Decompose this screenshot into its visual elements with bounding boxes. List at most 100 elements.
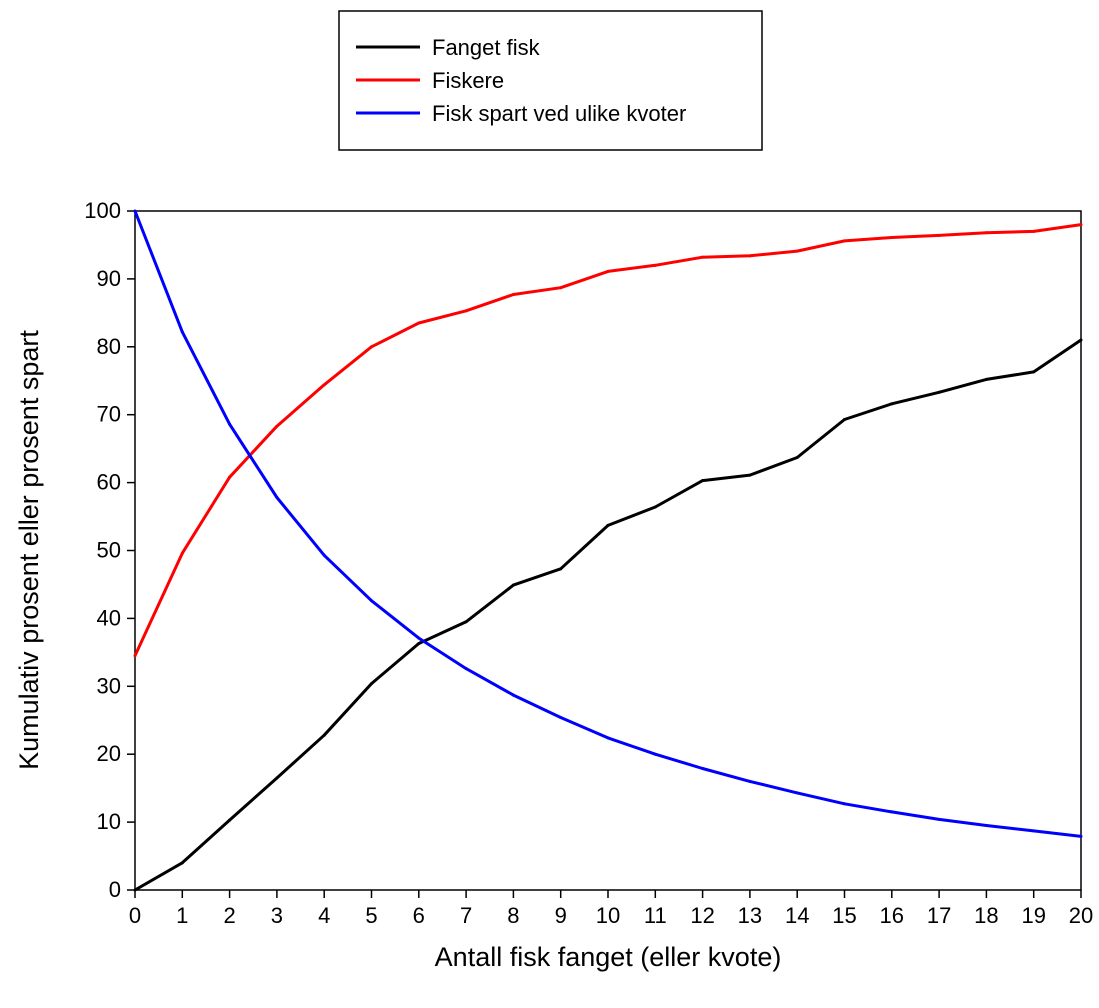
data-point xyxy=(1032,229,1036,233)
data-point xyxy=(843,239,846,243)
data-point xyxy=(370,599,373,603)
data-point xyxy=(748,473,752,477)
data-point xyxy=(1079,834,1083,838)
x-tick-label: 20 xyxy=(1069,903,1093,928)
x-tick-label: 2 xyxy=(223,903,235,928)
data-point xyxy=(228,475,232,479)
data-point xyxy=(133,654,137,658)
data-point xyxy=(228,422,232,426)
legend-label-fiskere: Fiskere xyxy=(432,68,504,93)
data-point xyxy=(511,293,515,297)
data-point xyxy=(559,567,563,571)
legend-item-fanget-fisk: Fanget fisk xyxy=(356,35,541,60)
data-point xyxy=(417,636,421,640)
data-point xyxy=(322,553,326,557)
data-point xyxy=(1032,370,1036,374)
data-point xyxy=(180,551,184,555)
legend-label-fisk-spart: Fisk spart ved ulike kvoter xyxy=(432,101,686,126)
y-axis: 0 10 20 30 40 50 60 70 80 90 100 xyxy=(84,198,135,902)
y-tick-label: 90 xyxy=(97,266,121,291)
data-point xyxy=(843,802,846,806)
data-point xyxy=(653,752,657,756)
legend-item-fiskere: Fiskere xyxy=(356,68,504,93)
data-point xyxy=(1079,338,1083,342)
data-point xyxy=(984,231,988,235)
data-point xyxy=(370,345,373,349)
data-point xyxy=(606,523,610,527)
data-point xyxy=(890,235,894,239)
data-point xyxy=(133,209,137,213)
data-point xyxy=(370,682,373,686)
data-point xyxy=(228,818,232,822)
x-tick-label: 3 xyxy=(271,903,283,928)
data-point xyxy=(748,779,752,783)
data-point xyxy=(275,776,279,780)
data-point xyxy=(701,479,705,483)
x-tick-label: 1 xyxy=(176,903,188,928)
data-point xyxy=(464,309,468,313)
data-point xyxy=(511,693,515,697)
data-point xyxy=(843,417,846,421)
series-lines xyxy=(133,209,1083,892)
x-tick-label: 11 xyxy=(644,903,667,928)
data-point xyxy=(464,620,468,624)
x-tick-label: 6 xyxy=(413,903,425,928)
x-axis-label: Antall fisk fanget (eller kvote) xyxy=(435,942,782,972)
y-tick-label: 60 xyxy=(97,470,121,495)
x-tick-label: 14 xyxy=(785,903,809,928)
x-axis: 0 1 2 3 4 5 6 7 8 9 10 11 12 13 14 15 16 17 18 19 20 xyxy=(129,890,1093,928)
data-point xyxy=(653,505,657,509)
y-axis-label: Kumulativ prosent eller prosent spart xyxy=(14,330,44,770)
x-tick-label: 15 xyxy=(832,903,856,928)
x-tick-label: 0 xyxy=(129,903,141,928)
data-point xyxy=(937,817,941,821)
data-point xyxy=(795,791,799,795)
data-point xyxy=(937,233,941,237)
x-tick-label: 5 xyxy=(365,903,377,928)
x-tick-label: 13 xyxy=(738,903,762,928)
y-tick-label: 50 xyxy=(97,538,121,563)
data-point xyxy=(701,766,705,770)
data-point xyxy=(133,888,137,892)
data-point xyxy=(417,642,421,646)
data-point xyxy=(701,255,705,259)
data-point xyxy=(559,286,563,290)
data-point xyxy=(890,810,894,814)
data-point xyxy=(1079,223,1083,227)
x-tick-label: 8 xyxy=(507,903,519,928)
data-point xyxy=(180,330,184,334)
x-tick-label: 18 xyxy=(974,903,998,928)
data-point xyxy=(180,861,184,865)
data-point xyxy=(984,377,988,381)
legend: Fanget fisk Fiskere Fisk spart ved ulike… xyxy=(338,10,763,151)
data-point xyxy=(653,263,657,267)
data-point xyxy=(511,583,515,587)
data-point xyxy=(795,249,799,253)
data-point xyxy=(417,321,421,325)
y-tick-label: 80 xyxy=(97,334,121,359)
data-point xyxy=(890,402,894,406)
legend-item-fisk-spart: Fisk spart ved ulike kvoter xyxy=(356,101,686,126)
data-point xyxy=(275,496,279,500)
y-tick-label: 30 xyxy=(97,673,121,698)
data-point xyxy=(606,736,610,740)
x-tick-label: 4 xyxy=(318,903,330,928)
data-point xyxy=(937,390,941,394)
data-point xyxy=(606,269,610,273)
y-tick-label: 40 xyxy=(97,605,121,630)
data-point xyxy=(322,383,326,387)
data-point xyxy=(795,455,799,459)
legend-label-fanget-fisk: Fanget fisk xyxy=(432,35,541,60)
x-tick-label: 17 xyxy=(927,903,951,928)
data-point xyxy=(1032,829,1036,833)
data-point xyxy=(322,733,326,737)
data-point xyxy=(275,424,279,428)
x-tick-label: 9 xyxy=(555,903,567,928)
y-tick-label: 0 xyxy=(109,877,121,902)
y-tick-label: 20 xyxy=(97,741,121,766)
data-point xyxy=(748,254,752,258)
x-tick-label: 19 xyxy=(1021,903,1045,928)
